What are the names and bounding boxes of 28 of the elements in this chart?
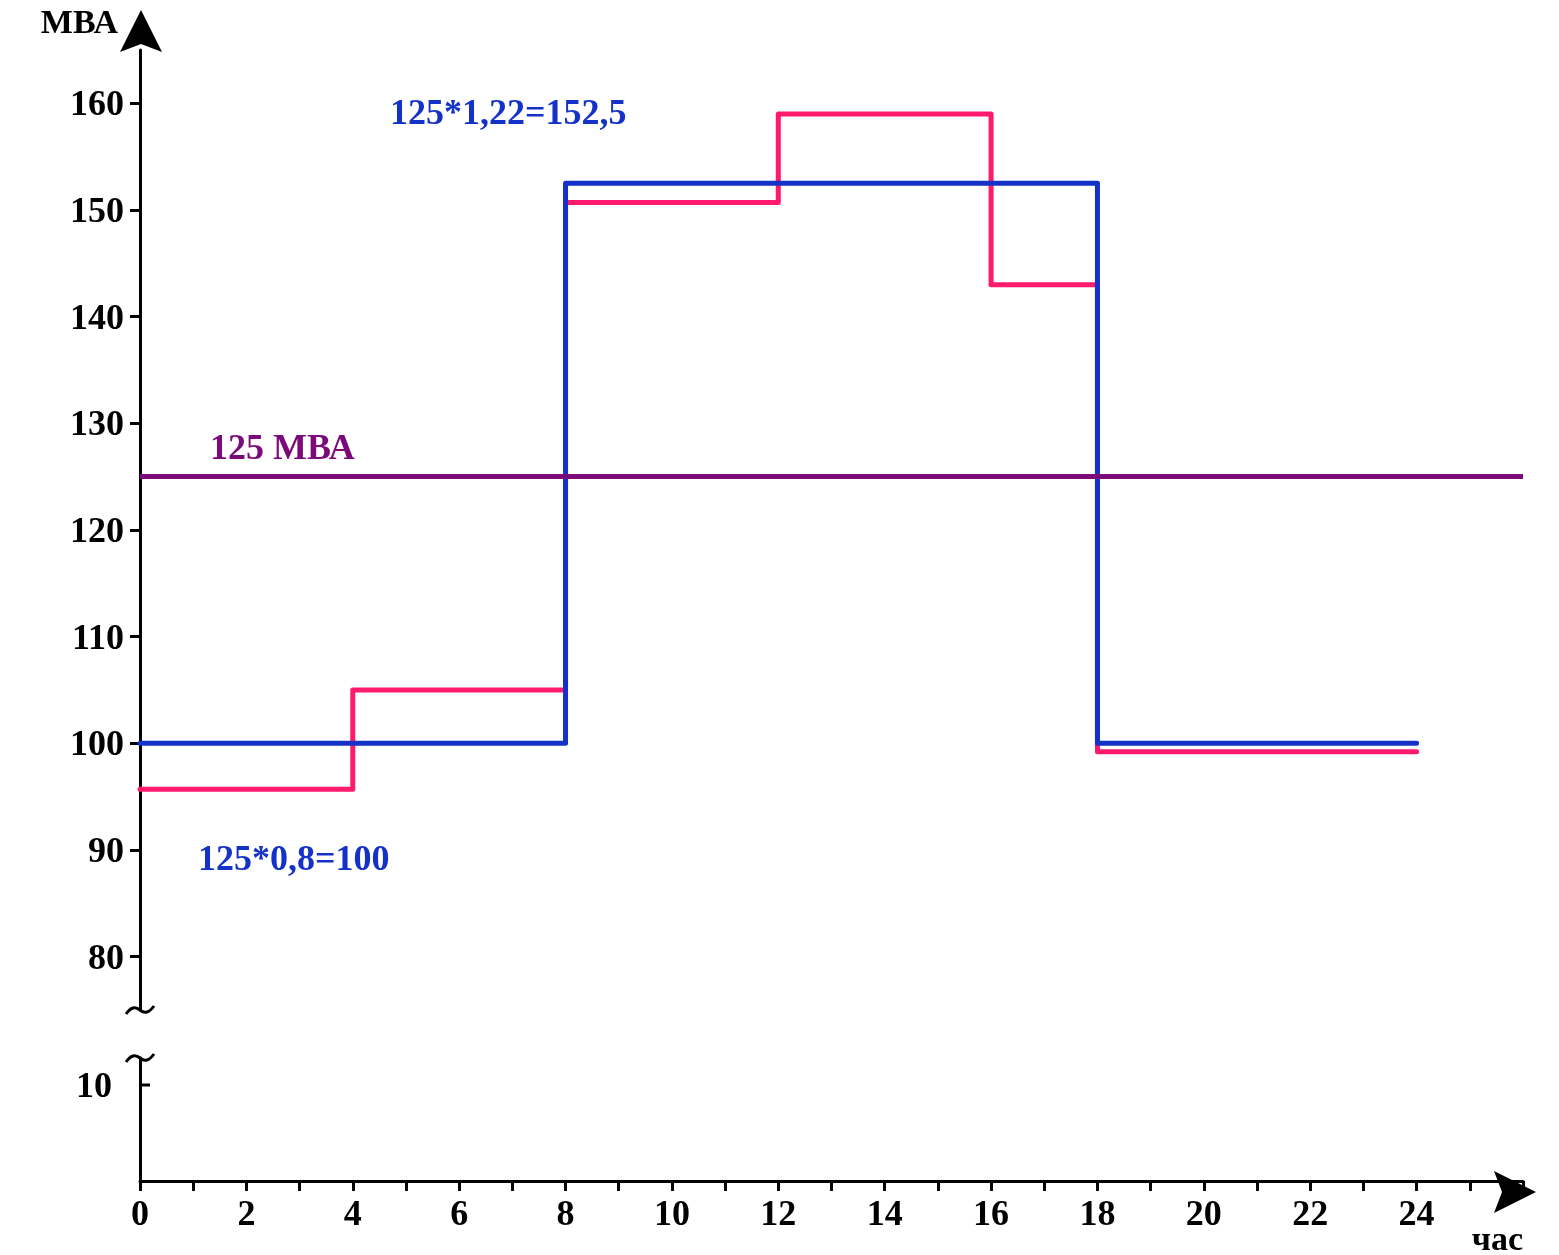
y-tick-label: 150 — [70, 190, 124, 230]
x-tick-label: 20 — [1185, 1193, 1222, 1233]
x-axis-title: час — [1471, 1219, 1523, 1255]
y-tick-label: 140 — [70, 296, 124, 337]
x-tick-label: 24 — [1398, 1193, 1435, 1233]
x-tick-label: 8 — [556, 1193, 575, 1233]
x-tick-label: 12 — [760, 1193, 797, 1233]
x-tick-label: 2 — [237, 1193, 256, 1233]
text: 10 — [76, 1065, 112, 1105]
x-tick-label: 22 — [1292, 1193, 1329, 1233]
x-tick-label: 14 — [866, 1193, 903, 1233]
x-tick-label: 6 — [450, 1193, 469, 1233]
y-tick-label: 130 — [70, 403, 124, 444]
x-tick-label: 4 — [343, 1193, 362, 1233]
y-tick-label: 100 — [70, 723, 124, 764]
y-tick-label: 160 — [70, 83, 124, 124]
annotation: 125*1,22=152,5 — [390, 92, 627, 132]
ref-line-label: 125 МВА — [210, 426, 355, 467]
x-tick-label: 18 — [1079, 1193, 1116, 1233]
y-tick-label: 80 — [88, 936, 124, 977]
y-tick-label: 120 — [70, 510, 124, 550]
y-axis-title: МВА — [40, 2, 119, 40]
y-tick-label: 90 — [88, 830, 124, 870]
x-tick-label: 10 — [653, 1193, 690, 1233]
annotation: 125*0,8=100 — [198, 838, 390, 878]
y-tick-label: 110 — [71, 616, 124, 657]
x-tick-label: 16 — [973, 1193, 1010, 1233]
x-tick-label: 0 — [131, 1193, 149, 1233]
